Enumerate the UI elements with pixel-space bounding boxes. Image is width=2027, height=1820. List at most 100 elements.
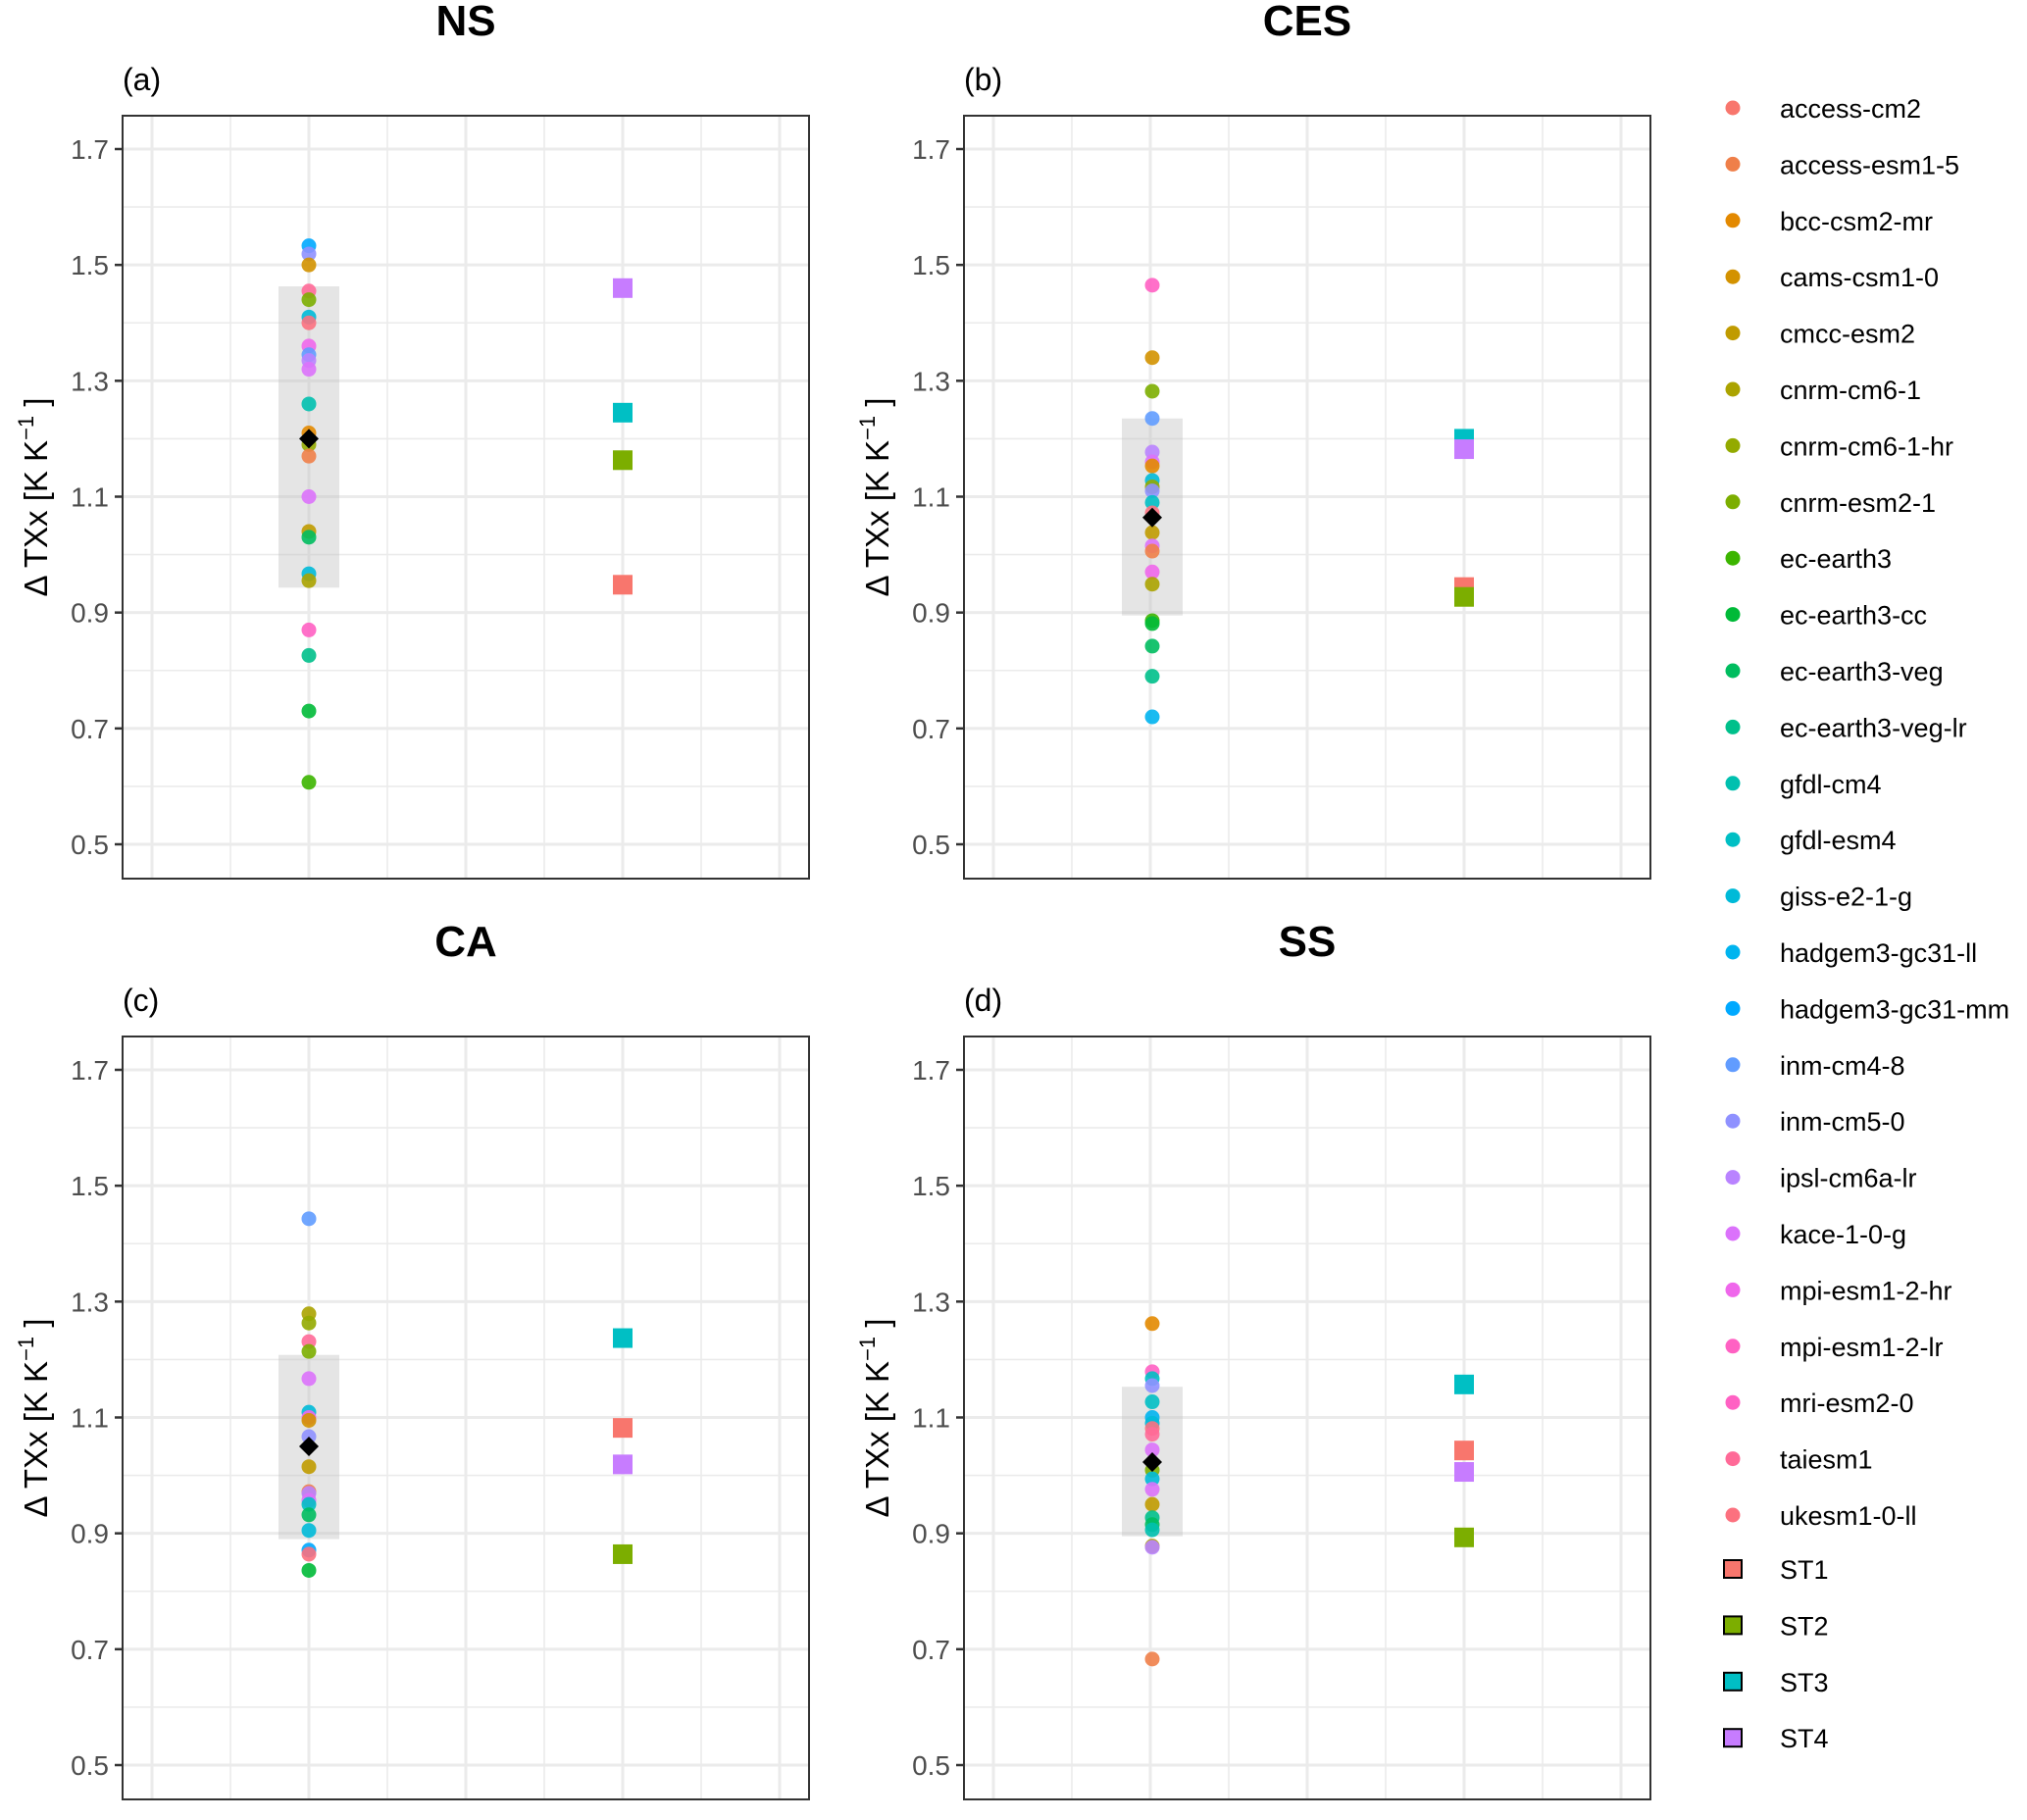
legend-dot-icon — [1725, 719, 1741, 734]
legend-dot-icon — [1725, 607, 1741, 623]
point-mpi-esm1-2-lr — [301, 622, 317, 637]
y-axis-label: Δ TXx [K K−1 ] — [14, 397, 54, 596]
legend-dot-icon — [1725, 888, 1741, 904]
legend-label: hadgem3-gc31-mm — [1780, 994, 2009, 1024]
y-tick-label: 0.5 — [912, 1750, 950, 1781]
legend-item-bcc-csm2-mr[interactable]: bcc-csm2-mr — [1725, 207, 1934, 236]
y-axis: 0.5 0.7 0.9 1.1 1.3 1.5 1.7 — [912, 1055, 964, 1781]
square-st2 — [613, 450, 633, 471]
legend-dot-icon — [1725, 944, 1741, 960]
legend-item-cnrm-cm6-1-hr[interactable]: cnrm-cm6-1-hr — [1725, 431, 1954, 461]
legend-item-cnrm-cm6-1[interactable]: cnrm-cm6-1 — [1725, 376, 1922, 405]
legend-item-access-cm2[interactable]: access-cm2 — [1725, 94, 1922, 124]
legend-item-cmcc-esm2[interactable]: cmcc-esm2 — [1725, 320, 1916, 349]
legend-label: ec-earth3-cc — [1780, 601, 1927, 631]
legend-item-ukesm1-0-ll[interactable]: ukesm1-0-ll — [1725, 1501, 1917, 1531]
y-tick-label: 1.3 — [912, 1287, 950, 1317]
y-tick-label: 1.7 — [71, 134, 109, 165]
legend-item-ec-earth3[interactable]: ec-earth3 — [1725, 544, 1893, 574]
point-cmcc-esm2 — [1144, 1496, 1160, 1512]
y-tick-label: 1.5 — [71, 1171, 109, 1201]
legend-dot-icon — [1725, 269, 1741, 284]
legend-dot-icon — [1725, 213, 1741, 228]
point-inm-cm4-8 — [301, 1211, 317, 1227]
panel-tag: (c) — [123, 983, 159, 1018]
legend-item-mpi-esm1-2-lr[interactable]: mpi-esm1-2-lr — [1725, 1333, 1944, 1362]
square-st4 — [613, 278, 633, 298]
y-tick-label: 0.5 — [71, 1750, 109, 1781]
panel-ns: NS (a) 0.5 0.7 0.9 1.1 1.3 1.5 1.7 Δ TXx [K K−1 ] — [14, 0, 810, 880]
square-st3 — [1454, 1374, 1474, 1394]
legend-item-ec-earth3-cc[interactable]: ec-earth3-cc — [1725, 601, 1928, 631]
legend-item-st4[interactable]: ST4 — [1723, 1724, 1829, 1753]
legend-item-inm-cm4-8[interactable]: inm-cm4-8 — [1725, 1051, 1905, 1081]
legend-item-mri-esm2-0[interactable]: mri-esm2-0 — [1725, 1389, 1914, 1418]
point-gfdl-esm4 — [1144, 1394, 1160, 1410]
legend-item-st2[interactable]: ST2 — [1723, 1611, 1829, 1641]
point-ec-earth3-veg-lr — [301, 647, 317, 663]
square-st1 — [613, 575, 633, 595]
legend-item-ec-earth3-veg[interactable]: ec-earth3-veg — [1725, 657, 1944, 686]
point-giss-e2-1-g — [301, 1523, 317, 1539]
legend-label: ukesm1-0-ll — [1780, 1501, 1917, 1531]
point-hadgem3-gc31-ll — [1144, 709, 1160, 725]
ensemble-mean-diamond — [1142, 1451, 1162, 1472]
legend-item-ec-earth3-veg-lr[interactable]: ec-earth3-veg-lr — [1725, 713, 1967, 742]
panel-title: SS — [1279, 918, 1337, 966]
y-tick-label: 1.7 — [912, 1055, 950, 1086]
legend-item-giss-e2-1-g[interactable]: giss-e2-1-g — [1725, 883, 1913, 912]
legend-item-taiesm1[interactable]: taiesm1 — [1725, 1445, 1873, 1475]
y-tick-label: 1.1 — [71, 1403, 109, 1434]
point-inm-cm5-0 — [301, 246, 317, 262]
legend-dot-icon — [1725, 326, 1741, 341]
legend-item-kace-1-0-g[interactable]: kace-1-0-g — [1725, 1220, 1907, 1249]
point-cams-csm1-0 — [1144, 350, 1160, 366]
point-mpi-esm1-2-hr — [1144, 564, 1160, 580]
y-tick-label: 1.1 — [912, 1403, 950, 1434]
legend-item-gfdl-esm4[interactable]: gfdl-esm4 — [1725, 826, 1897, 855]
square-st2 — [1454, 1527, 1474, 1547]
y-tick-label: 0.9 — [912, 598, 950, 629]
legend-label: ST2 — [1780, 1611, 1829, 1641]
point-inm-cm5-0 — [1144, 1378, 1160, 1393]
point-cams-csm1-0 — [301, 1412, 317, 1428]
point-giss-e2-1-g — [1144, 1471, 1160, 1487]
point-gfdl-esm4 — [1144, 494, 1160, 510]
legend-item-st3[interactable]: ST3 — [1723, 1668, 1829, 1697]
y-tick-label: 1.1 — [71, 482, 109, 513]
y-tick-label: 0.7 — [912, 1635, 950, 1665]
legend-square-icon — [1723, 1559, 1743, 1579]
point-access-esm1-5 — [1144, 1651, 1160, 1667]
ensemble-mean-diamond — [299, 1437, 319, 1457]
legend-item-inm-cm5-0[interactable]: inm-cm5-0 — [1725, 1107, 1905, 1137]
y-axis-label-superscript: −1 — [855, 1337, 880, 1361]
point-cnrm-esm2-1 — [301, 292, 317, 308]
point-ec-earth3-cc — [301, 703, 317, 719]
legend-item-ipsl-cm6a-lr[interactable]: ipsl-cm6a-lr — [1725, 1164, 1917, 1193]
legend-item-cnrm-esm2-1[interactable]: cnrm-esm2-1 — [1725, 488, 1937, 518]
legend-item-gfdl-cm4[interactable]: gfdl-cm4 — [1725, 770, 1882, 799]
panel-tag: (d) — [964, 983, 1002, 1018]
y-tick-label: 1.7 — [71, 1055, 109, 1086]
legend-label: access-esm1-5 — [1780, 150, 1959, 179]
legend-label: bcc-csm2-mr — [1780, 207, 1933, 236]
legend-item-mpi-esm1-2-hr[interactable]: mpi-esm1-2-hr — [1725, 1276, 1952, 1305]
legend-item-hadgem3-gc31-ll[interactable]: hadgem3-gc31-ll — [1725, 938, 1978, 968]
legend-label: cams-csm1-0 — [1780, 263, 1939, 292]
legend-label: access-cm2 — [1780, 94, 1921, 124]
legend-dot-icon — [1725, 1339, 1741, 1354]
legend-dot-icon — [1725, 437, 1741, 453]
legend-item-st1[interactable]: ST1 — [1723, 1555, 1829, 1585]
legend-item-access-esm1-5[interactable]: access-esm1-5 — [1725, 150, 1960, 179]
legend-label: taiesm1 — [1780, 1445, 1873, 1475]
legend-label: hadgem3-gc31-ll — [1780, 938, 1977, 968]
model-points — [301, 1211, 317, 1578]
gridlines — [123, 1036, 809, 1799]
legend-item-cams-csm1-0[interactable]: cams-csm1-0 — [1725, 263, 1940, 292]
point-ec-earth3-veg-lr — [1144, 669, 1160, 684]
y-axis-label-close: ] — [18, 397, 54, 415]
y-axis-label: Δ TXx [K K−1 ] — [855, 397, 895, 596]
y-axis-label-superscript: −1 — [14, 1337, 38, 1361]
legend-item-hadgem3-gc31-mm[interactable]: hadgem3-gc31-mm — [1725, 994, 2010, 1024]
point-ukesm1-0-ll — [301, 315, 317, 330]
